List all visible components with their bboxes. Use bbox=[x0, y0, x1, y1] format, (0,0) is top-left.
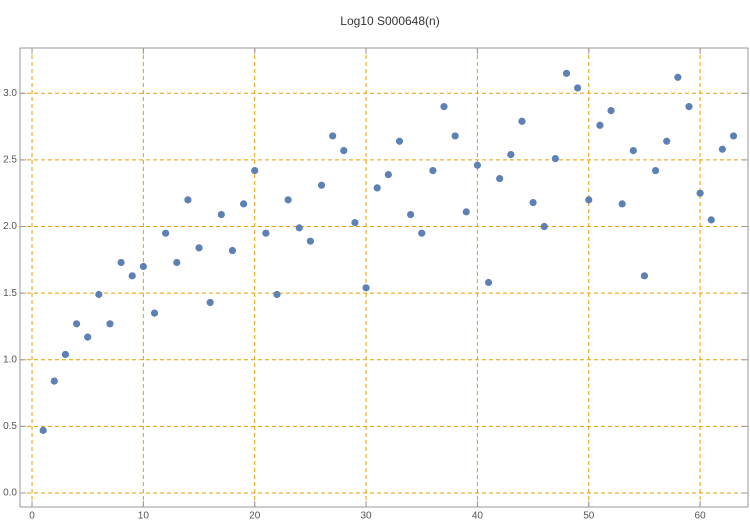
point bbox=[518, 117, 526, 125]
point bbox=[529, 198, 537, 207]
point bbox=[61, 350, 70, 359]
point bbox=[640, 272, 649, 280]
point bbox=[351, 218, 359, 227]
point bbox=[629, 146, 637, 155]
y-tick-label: 2.0 bbox=[3, 221, 17, 232]
point bbox=[618, 200, 626, 208]
point bbox=[128, 272, 136, 280]
point bbox=[484, 278, 493, 287]
y-tick-label: 1.0 bbox=[3, 354, 17, 365]
point bbox=[95, 290, 103, 299]
y-tick-label: 0.5 bbox=[3, 421, 17, 432]
point bbox=[729, 132, 738, 140]
x-tick-label: 40 bbox=[472, 511, 484, 520]
point bbox=[651, 166, 660, 175]
point bbox=[440, 103, 448, 111]
point bbox=[596, 121, 604, 129]
point bbox=[306, 237, 314, 245]
point bbox=[585, 196, 593, 204]
point bbox=[139, 262, 147, 271]
point bbox=[418, 229, 426, 237]
point bbox=[473, 161, 482, 169]
point bbox=[373, 184, 381, 192]
point bbox=[507, 150, 515, 159]
x-tick-label: 30 bbox=[361, 511, 373, 520]
point bbox=[206, 298, 214, 307]
point bbox=[317, 181, 326, 189]
point bbox=[273, 290, 281, 299]
point bbox=[251, 166, 259, 175]
point bbox=[329, 132, 337, 140]
point bbox=[562, 69, 571, 77]
point bbox=[150, 309, 159, 317]
point bbox=[462, 208, 470, 216]
point bbox=[395, 137, 404, 145]
point bbox=[718, 145, 726, 153]
y-tick-label: 3.0 bbox=[3, 88, 17, 99]
point bbox=[84, 333, 92, 341]
point bbox=[72, 320, 81, 328]
point bbox=[239, 200, 248, 208]
point bbox=[184, 196, 192, 204]
point bbox=[117, 258, 125, 267]
point bbox=[674, 73, 682, 81]
point bbox=[574, 84, 582, 92]
y-tick-label: 0.0 bbox=[3, 488, 17, 499]
point bbox=[195, 244, 203, 252]
x-tick-label: 20 bbox=[249, 511, 261, 520]
x-tick-label: 0 bbox=[29, 511, 35, 520]
x-tick-label: 10 bbox=[138, 511, 150, 520]
point bbox=[228, 246, 237, 255]
point bbox=[262, 229, 270, 237]
point bbox=[496, 174, 504, 183]
point bbox=[663, 137, 671, 145]
point bbox=[39, 426, 47, 434]
point bbox=[607, 107, 615, 115]
point bbox=[696, 189, 704, 197]
x-tick-label: 50 bbox=[583, 511, 595, 520]
chart-title: Log10 S000648(n) bbox=[340, 14, 439, 28]
point bbox=[284, 196, 292, 204]
point bbox=[173, 258, 181, 267]
point bbox=[295, 224, 303, 232]
point bbox=[106, 320, 114, 328]
point bbox=[685, 103, 693, 111]
point bbox=[551, 154, 559, 163]
y-tick-label: 2.5 bbox=[3, 155, 17, 166]
point bbox=[217, 210, 225, 219]
point bbox=[162, 229, 170, 237]
y-tick-label: 1.5 bbox=[3, 288, 17, 299]
point bbox=[451, 132, 459, 140]
point bbox=[384, 170, 392, 179]
plot-frame bbox=[19, 47, 749, 508]
point bbox=[540, 222, 548, 231]
point bbox=[407, 210, 415, 219]
point bbox=[429, 166, 437, 175]
x-tick-label: 60 bbox=[695, 511, 707, 520]
point bbox=[362, 284, 370, 292]
point bbox=[340, 146, 348, 155]
point bbox=[707, 216, 715, 224]
point bbox=[50, 377, 58, 385]
